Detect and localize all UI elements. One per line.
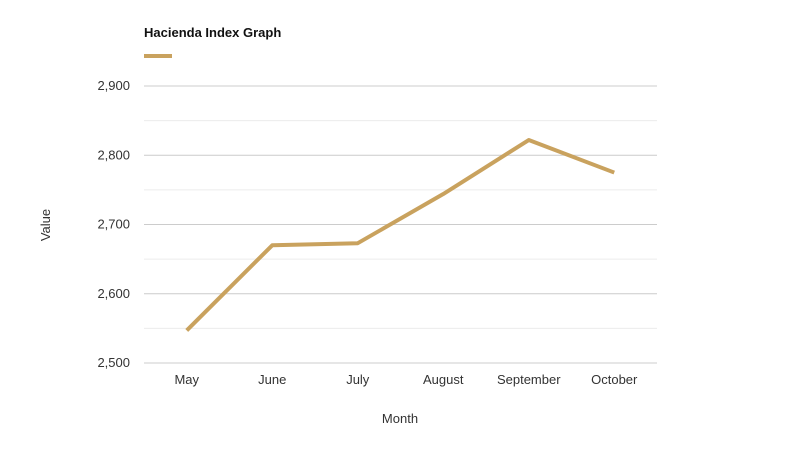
y-axis: 2,500 2,600 2,700 2,800 2,900 [97,78,130,370]
chart-title: Hacienda Index Graph [144,25,281,40]
y-tick-label: 2,700 [97,217,130,232]
y-tick-label: 2,500 [97,355,130,370]
y-tick-label: 2,800 [97,147,130,162]
x-tick-label: July [346,372,370,387]
x-axis-title: Month [382,411,418,426]
series-line [187,140,615,330]
series-layer [187,140,615,331]
x-tick-label: October [591,372,638,387]
x-tick-label: August [423,372,464,387]
y-tick-label: 2,600 [97,286,130,301]
grid-lines [144,86,657,363]
y-tick-label: 2,900 [97,78,130,93]
x-tick-label: June [258,372,286,387]
legend-swatch [144,54,172,58]
x-tick-label: May [174,372,199,387]
x-tick-label: September [497,372,561,387]
x-axis: May June July August September October [174,372,638,387]
y-axis-title: Value [38,209,53,241]
